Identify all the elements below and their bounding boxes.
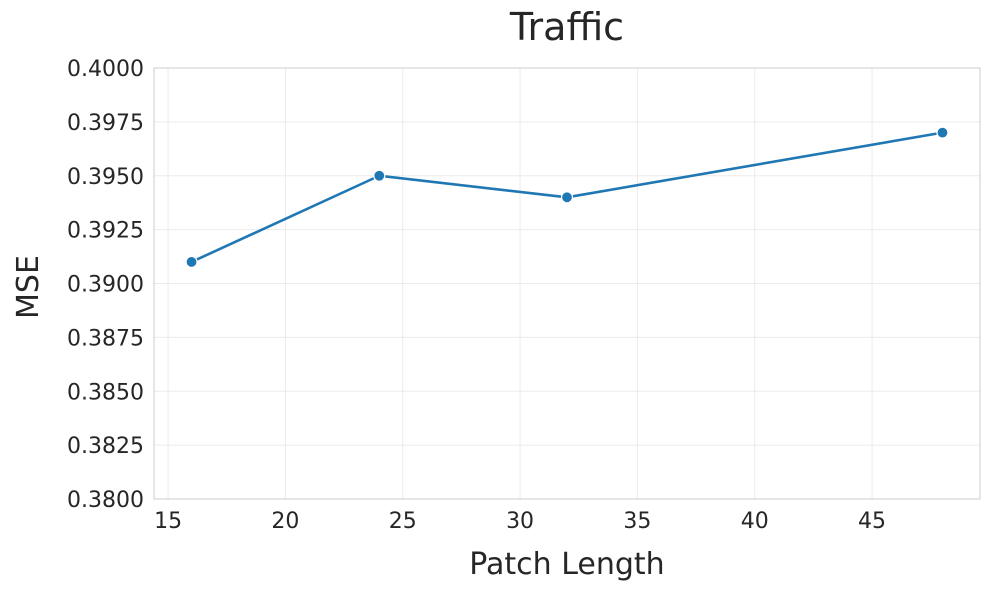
x-tick-label: 15: [154, 509, 182, 534]
y-tick-label: 0.3925: [67, 219, 144, 244]
chart-title: Traffic: [509, 5, 624, 49]
plot-frame: [153, 67, 981, 500]
y-tick-label: 0.3825: [67, 434, 144, 459]
x-tick-label: 20: [271, 509, 299, 534]
data-point: [560, 191, 574, 204]
x-tick-label: 45: [858, 509, 886, 534]
data-point: [936, 126, 949, 139]
grid-layer: [154, 67, 980, 500]
data-point: [373, 169, 386, 182]
tick-layer: 15 20 25 30 35 40 45 0.3800 0.3825 0.3850 0.3875 0.…: [67, 57, 886, 534]
series-line: [190, 131, 944, 264]
data-point: [185, 255, 198, 269]
x-tick-label: 40: [741, 509, 769, 534]
y-tick-label: 0.3950: [67, 165, 144, 190]
series-layer: [185, 126, 949, 269]
y-tick-label: 0.3850: [67, 380, 144, 405]
x-tick-label: 35: [623, 509, 651, 534]
x-tick-label: 25: [389, 509, 417, 534]
x-axis-label: Patch Length: [469, 547, 664, 582]
y-tick-label: 0.3975: [67, 111, 144, 136]
y-axis-label: MSE: [11, 255, 46, 319]
y-tick-label: 0.4000: [67, 57, 144, 82]
y-tick-label: 0.3875: [67, 326, 144, 351]
y-tick-label: 0.3800: [67, 488, 144, 513]
x-tick-label: 30: [506, 509, 534, 534]
y-tick-label: 0.3900: [67, 273, 144, 298]
